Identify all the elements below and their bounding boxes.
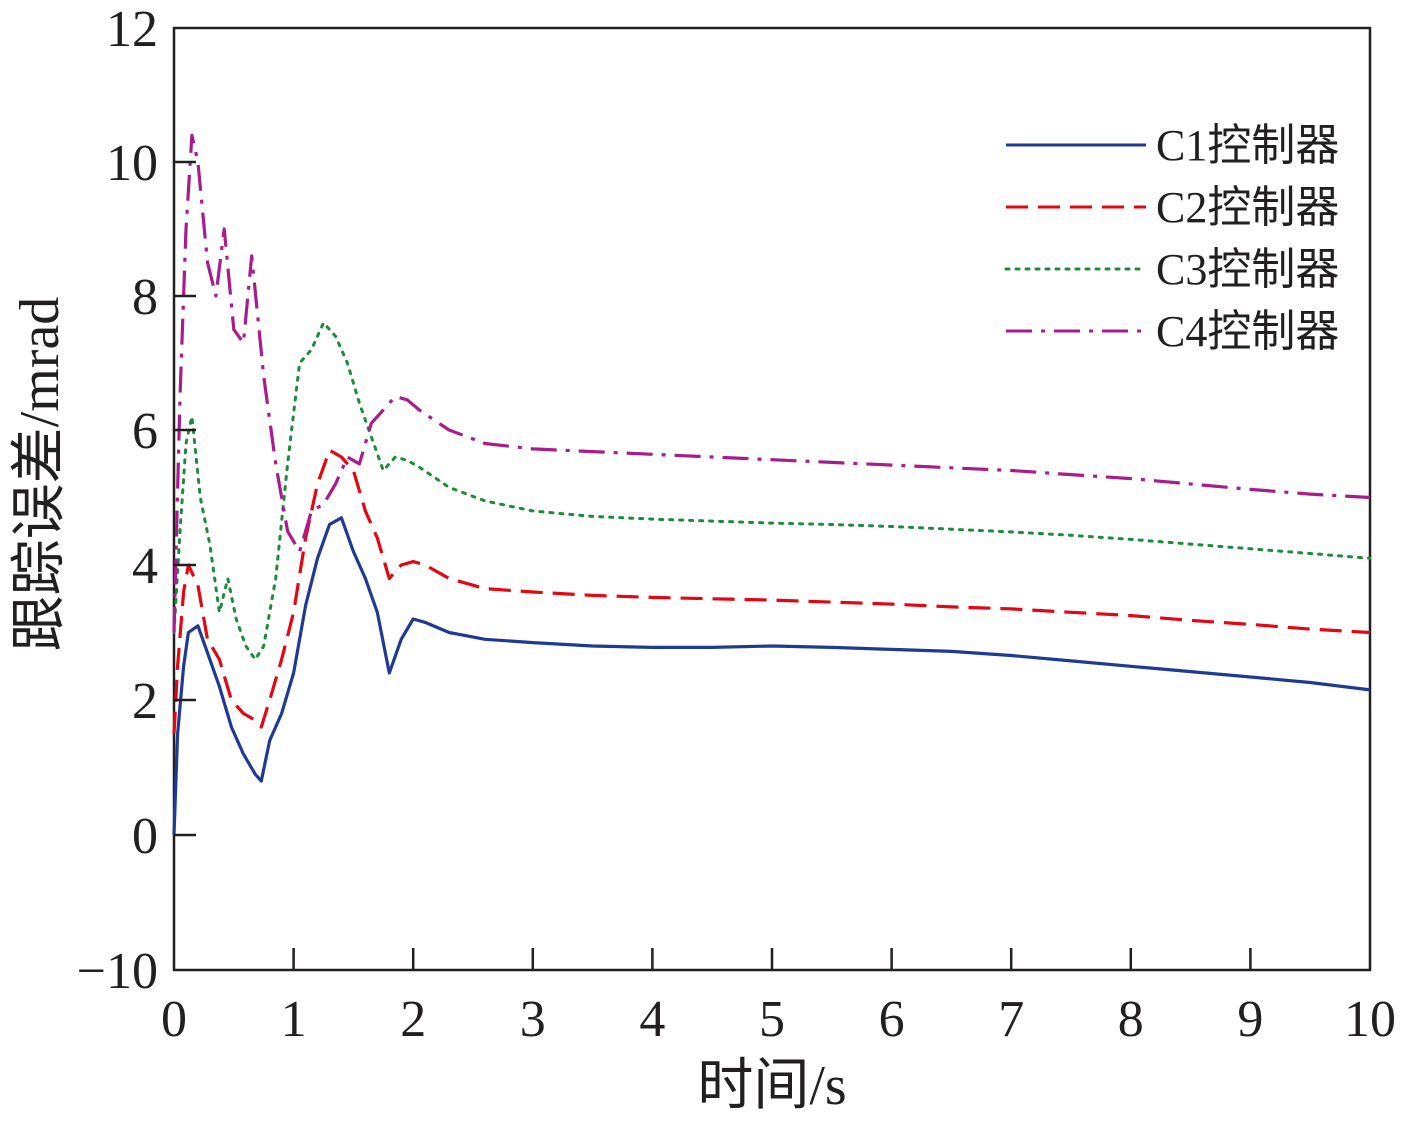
y-tick-label: 6	[132, 403, 158, 460]
x-tick-label: 8	[1118, 991, 1144, 1048]
x-tick-label: 5	[759, 991, 785, 1048]
series-line-c3	[172, 321, 1372, 661]
x-tick-label: 0	[161, 991, 187, 1048]
x-tick-label: 7	[998, 991, 1024, 1048]
series-line-c2	[172, 448, 1371, 734]
x-tick-label: 9	[1237, 991, 1263, 1048]
y-tick-label: 0	[132, 808, 158, 865]
y-tick-label: −10	[77, 943, 158, 1000]
x-tick-label: 1	[281, 991, 307, 1048]
legend: C1控制器 C2控制器 C3控制器 C4控制器	[1004, 121, 1339, 356]
legend-label-c4: C4控制器	[1156, 307, 1339, 356]
y-tick-label: 4	[132, 538, 158, 595]
x-tick-label: 2	[400, 991, 426, 1048]
y-tick-label: 10	[106, 135, 158, 192]
legend-label-c2: C2控制器	[1156, 183, 1339, 232]
series-line-c1	[172, 516, 1371, 836]
x-tick-label: 4	[639, 991, 665, 1048]
y-tick-label: 12	[106, 1, 158, 58]
y-axis-title: 跟踪误差/mrad	[9, 297, 71, 652]
y-tick-label: 8	[132, 269, 158, 326]
series-layer	[172, 133, 1372, 836]
x-axis-title: 时间/s	[697, 1055, 846, 1117]
legend-label-c1: C1控制器	[1156, 121, 1339, 170]
series-line-c4	[172, 133, 1371, 633]
x-tick-label: 10	[1344, 991, 1396, 1048]
x-tick-label: 6	[879, 991, 905, 1048]
y-tick-label: 2	[132, 673, 158, 730]
legend-label-c3: C3控制器	[1156, 245, 1339, 294]
x-tick-label: 3	[520, 991, 546, 1048]
